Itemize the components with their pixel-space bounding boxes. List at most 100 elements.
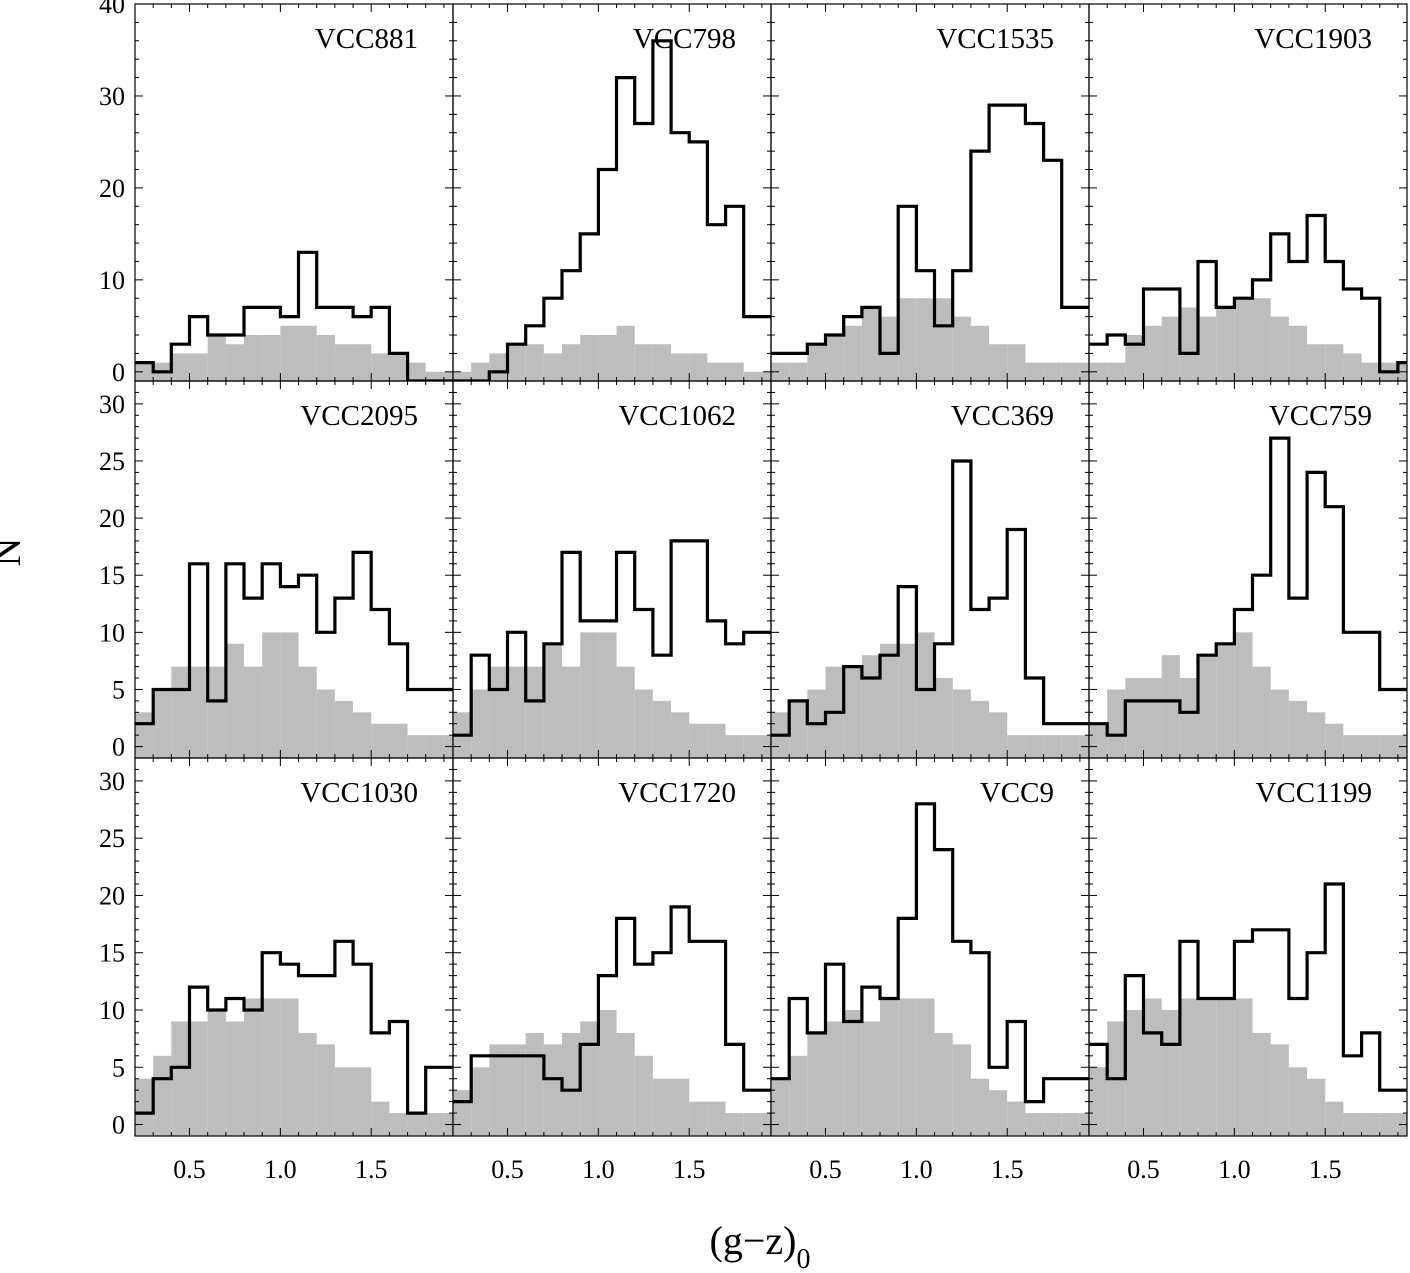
background-bar xyxy=(616,325,635,381)
background-bar xyxy=(1143,678,1162,758)
background-bar xyxy=(171,1021,190,1136)
x-tick-label: 1.0 xyxy=(264,1155,297,1184)
background-bar xyxy=(316,689,335,758)
background-bar xyxy=(425,371,444,381)
background-bar xyxy=(598,632,617,758)
background-bar xyxy=(443,371,453,381)
background-bar xyxy=(707,362,726,381)
background-bar xyxy=(1343,735,1362,758)
panel-label: VCC1535 xyxy=(936,23,1054,55)
panel-label: VCC798 xyxy=(633,23,736,55)
background-bar xyxy=(262,632,281,758)
background-bar xyxy=(671,1078,690,1136)
background-bar xyxy=(1307,1078,1326,1136)
background-bar xyxy=(1089,1067,1108,1136)
background-bar xyxy=(1198,998,1217,1136)
background-bar xyxy=(244,335,263,381)
background-bar xyxy=(1061,362,1080,381)
background-bar xyxy=(671,712,690,758)
background-bar xyxy=(1043,1113,1062,1136)
background-bar xyxy=(616,666,635,758)
background-bar xyxy=(580,632,599,758)
background-bar xyxy=(743,371,762,381)
y-tick-label: 10 xyxy=(99,996,125,1025)
background-bar xyxy=(652,700,672,758)
background-bar xyxy=(371,1101,390,1136)
panel-label: VCC881 xyxy=(315,23,418,55)
background-bar xyxy=(189,1021,208,1136)
background-bar xyxy=(898,298,917,381)
y-tick-label: 15 xyxy=(99,939,125,968)
background-bar xyxy=(207,666,226,758)
background-bar xyxy=(1107,362,1126,381)
background-bar xyxy=(789,1055,808,1136)
background-bar xyxy=(334,344,354,381)
background-bar xyxy=(916,998,935,1136)
background-bar xyxy=(525,1032,544,1136)
y-tick-label: 0 xyxy=(112,1111,125,1140)
background-bar xyxy=(743,735,762,758)
histogram-step-line xyxy=(1089,213,1407,374)
background-bar xyxy=(153,1055,172,1136)
panel-frame xyxy=(134,3,454,382)
background-bar xyxy=(898,998,917,1136)
background-bar xyxy=(970,700,990,758)
panel-vcc1199: 0.5 1.0 1.5 VCC1199 xyxy=(1088,757,1408,1184)
panel-vcc1720: 0.5 1.0 1.5 VCC1720 xyxy=(452,757,772,1184)
histogram-step-line xyxy=(771,802,1089,1104)
background-bar xyxy=(353,344,372,381)
background-bar xyxy=(1179,678,1199,758)
histogram-step-line xyxy=(453,39,771,381)
background-bar xyxy=(807,1032,826,1136)
axis-ticks xyxy=(1088,3,1407,381)
background-bar xyxy=(225,643,245,758)
background-bar xyxy=(1198,316,1217,381)
background-bar xyxy=(562,1032,581,1136)
background-bar xyxy=(1234,998,1253,1136)
background-bar xyxy=(807,344,826,381)
x-tick-label: 1.5 xyxy=(673,1155,706,1184)
background-bar xyxy=(1288,700,1308,758)
axis-ticks xyxy=(770,3,1089,381)
background-bar xyxy=(244,998,263,1136)
x-tick-label: 1.5 xyxy=(1309,1155,1342,1184)
background-bar xyxy=(825,335,844,381)
background-bar xyxy=(861,307,881,381)
y-tick-label: 10 xyxy=(99,266,125,295)
background-bar xyxy=(843,1010,862,1136)
background-bar xyxy=(1089,362,1108,381)
y-tick-label: 20 xyxy=(99,504,125,533)
panel-vcc759: VCC759 xyxy=(1088,380,1408,759)
background-bar xyxy=(525,344,544,381)
panel-vcc1903: VCC1903 xyxy=(1088,3,1408,382)
background-bar xyxy=(1361,362,1380,381)
background-bar xyxy=(507,666,526,758)
background-bar xyxy=(598,1010,617,1136)
histogram-step-line xyxy=(135,550,453,726)
background-bar xyxy=(225,344,245,381)
axis-ticks xyxy=(1088,380,1407,758)
background-bar xyxy=(280,325,299,381)
panel-vcc1062: VCC1062 xyxy=(452,380,772,759)
background-bar xyxy=(262,335,281,381)
y-tick-label: 20 xyxy=(99,881,125,910)
axis-ticks xyxy=(452,380,771,758)
y-tick-label: 30 xyxy=(99,390,125,419)
background-bar xyxy=(1161,316,1180,381)
background-bar xyxy=(389,353,408,381)
background-bar xyxy=(298,666,317,758)
background-bar xyxy=(371,353,390,381)
y-axis-label: N xyxy=(0,538,29,567)
background-bar xyxy=(598,335,617,381)
background-bar xyxy=(1343,1113,1362,1136)
panel-label: VCC759 xyxy=(1269,400,1372,432)
background-bar xyxy=(543,643,563,758)
background-bar xyxy=(171,353,190,381)
background-bar xyxy=(634,689,653,758)
axis-ticks xyxy=(452,757,771,1136)
background-bar xyxy=(225,1021,245,1136)
background-bar xyxy=(507,344,526,381)
background-bar xyxy=(1325,723,1344,758)
histogram-step-line xyxy=(135,250,453,381)
background-bar xyxy=(616,1032,635,1136)
